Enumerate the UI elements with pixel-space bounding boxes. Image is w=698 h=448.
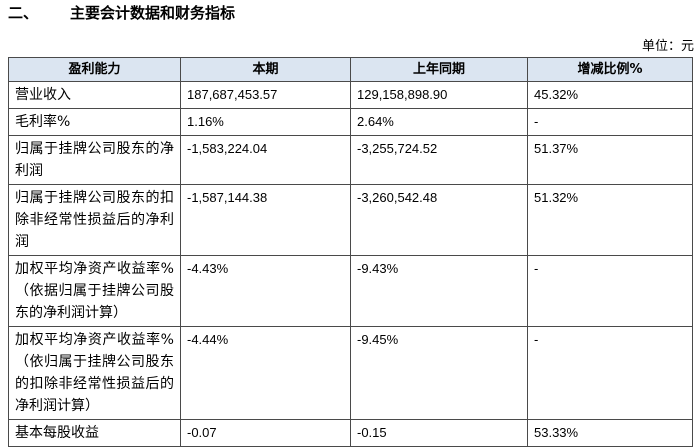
- section-title: 主要会计数据和财务指标: [70, 4, 236, 22]
- unit-note: 单位：元: [641, 39, 694, 54]
- value-cell: -9.45%: [350, 326, 528, 420]
- row-label: 加权平均净资产收益率%（依归属于挂牌公司股东的扣除非经常性损益后的净利润计算）: [8, 326, 181, 420]
- value-cell: -4.44%: [180, 326, 351, 420]
- value-cell: 187,687,453.57: [180, 81, 351, 109]
- value-cell: 53.33%: [527, 419, 693, 447]
- header-cell: 增减比例%: [527, 57, 693, 82]
- value-cell: -: [527, 108, 693, 136]
- table-row: 基本每股收益 -0.07 -0.15 53.33%: [8, 419, 693, 447]
- row-label: 加权平均净资产收益率%（依据归属于挂牌公司股东的净利润计算）: [8, 255, 181, 327]
- row-label: 基本每股收益: [8, 419, 181, 447]
- table-row: 营业收入 187,687,453.57 129,158,898.90 45.32%: [8, 81, 693, 109]
- table-row: 归属于挂牌公司股东的扣除非经常性损益后的净利润 -1,587,144.38 -3,2…: [8, 184, 693, 256]
- header-row: 盈利能力 本期 上年同期 增减比例%: [8, 57, 693, 82]
- row-label: 营业收入: [8, 81, 181, 109]
- header-cell: 本期: [180, 57, 351, 82]
- table-row: 归属于挂牌公司股东的净利润 -1,583,224.04 -3,255,724.52 5…: [8, 135, 693, 185]
- financial-table: 盈利能力 本期 上年同期 增减比例% 营业收入 187,687,453.57 129,15…: [8, 57, 693, 447]
- header-cell: 上年同期: [350, 57, 528, 82]
- row-label: 归属于挂牌公司股东的扣除非经常性损益后的净利润: [8, 184, 181, 256]
- value-cell: 2.64%: [350, 108, 528, 136]
- row-label: 毛利率%: [8, 108, 181, 136]
- value-cell: -1,587,144.38: [180, 184, 351, 256]
- table-row: 毛利率% 1.16% 2.64% -: [8, 108, 693, 136]
- header-cell: 盈利能力: [8, 57, 181, 82]
- value-cell: 1.16%: [180, 108, 351, 136]
- value-cell: -1,583,224.04: [180, 135, 351, 185]
- row-label: 归属于挂牌公司股东的净利润: [8, 135, 181, 185]
- value-cell: -: [527, 326, 693, 420]
- value-cell: 45.32%: [527, 81, 693, 109]
- value-cell: -3,260,542.48: [350, 184, 528, 256]
- section-heading: 二、 主要会计数据和财务指标: [8, 2, 235, 23]
- table-row: 加权平均净资产收益率%（依据归属于挂牌公司股东的净利润计算） -4.43% -9.4…: [8, 255, 693, 327]
- value-cell: -3,255,724.52: [350, 135, 528, 185]
- value-cell: -0.07: [180, 419, 351, 447]
- value-cell: -: [527, 255, 693, 327]
- value-cell: 51.32%: [527, 184, 693, 256]
- section-number: 二、: [8, 4, 39, 22]
- value-cell: -0.15: [350, 419, 528, 447]
- value-cell: 51.37%: [527, 135, 693, 185]
- value-cell: -4.43%: [180, 255, 351, 327]
- value-cell: 129,158,898.90: [350, 81, 528, 109]
- value-cell: -9.43%: [350, 255, 528, 327]
- table-row: 加权平均净资产收益率%（依归属于挂牌公司股东的扣除非经常性损益后的净利润计算） -…: [8, 326, 693, 420]
